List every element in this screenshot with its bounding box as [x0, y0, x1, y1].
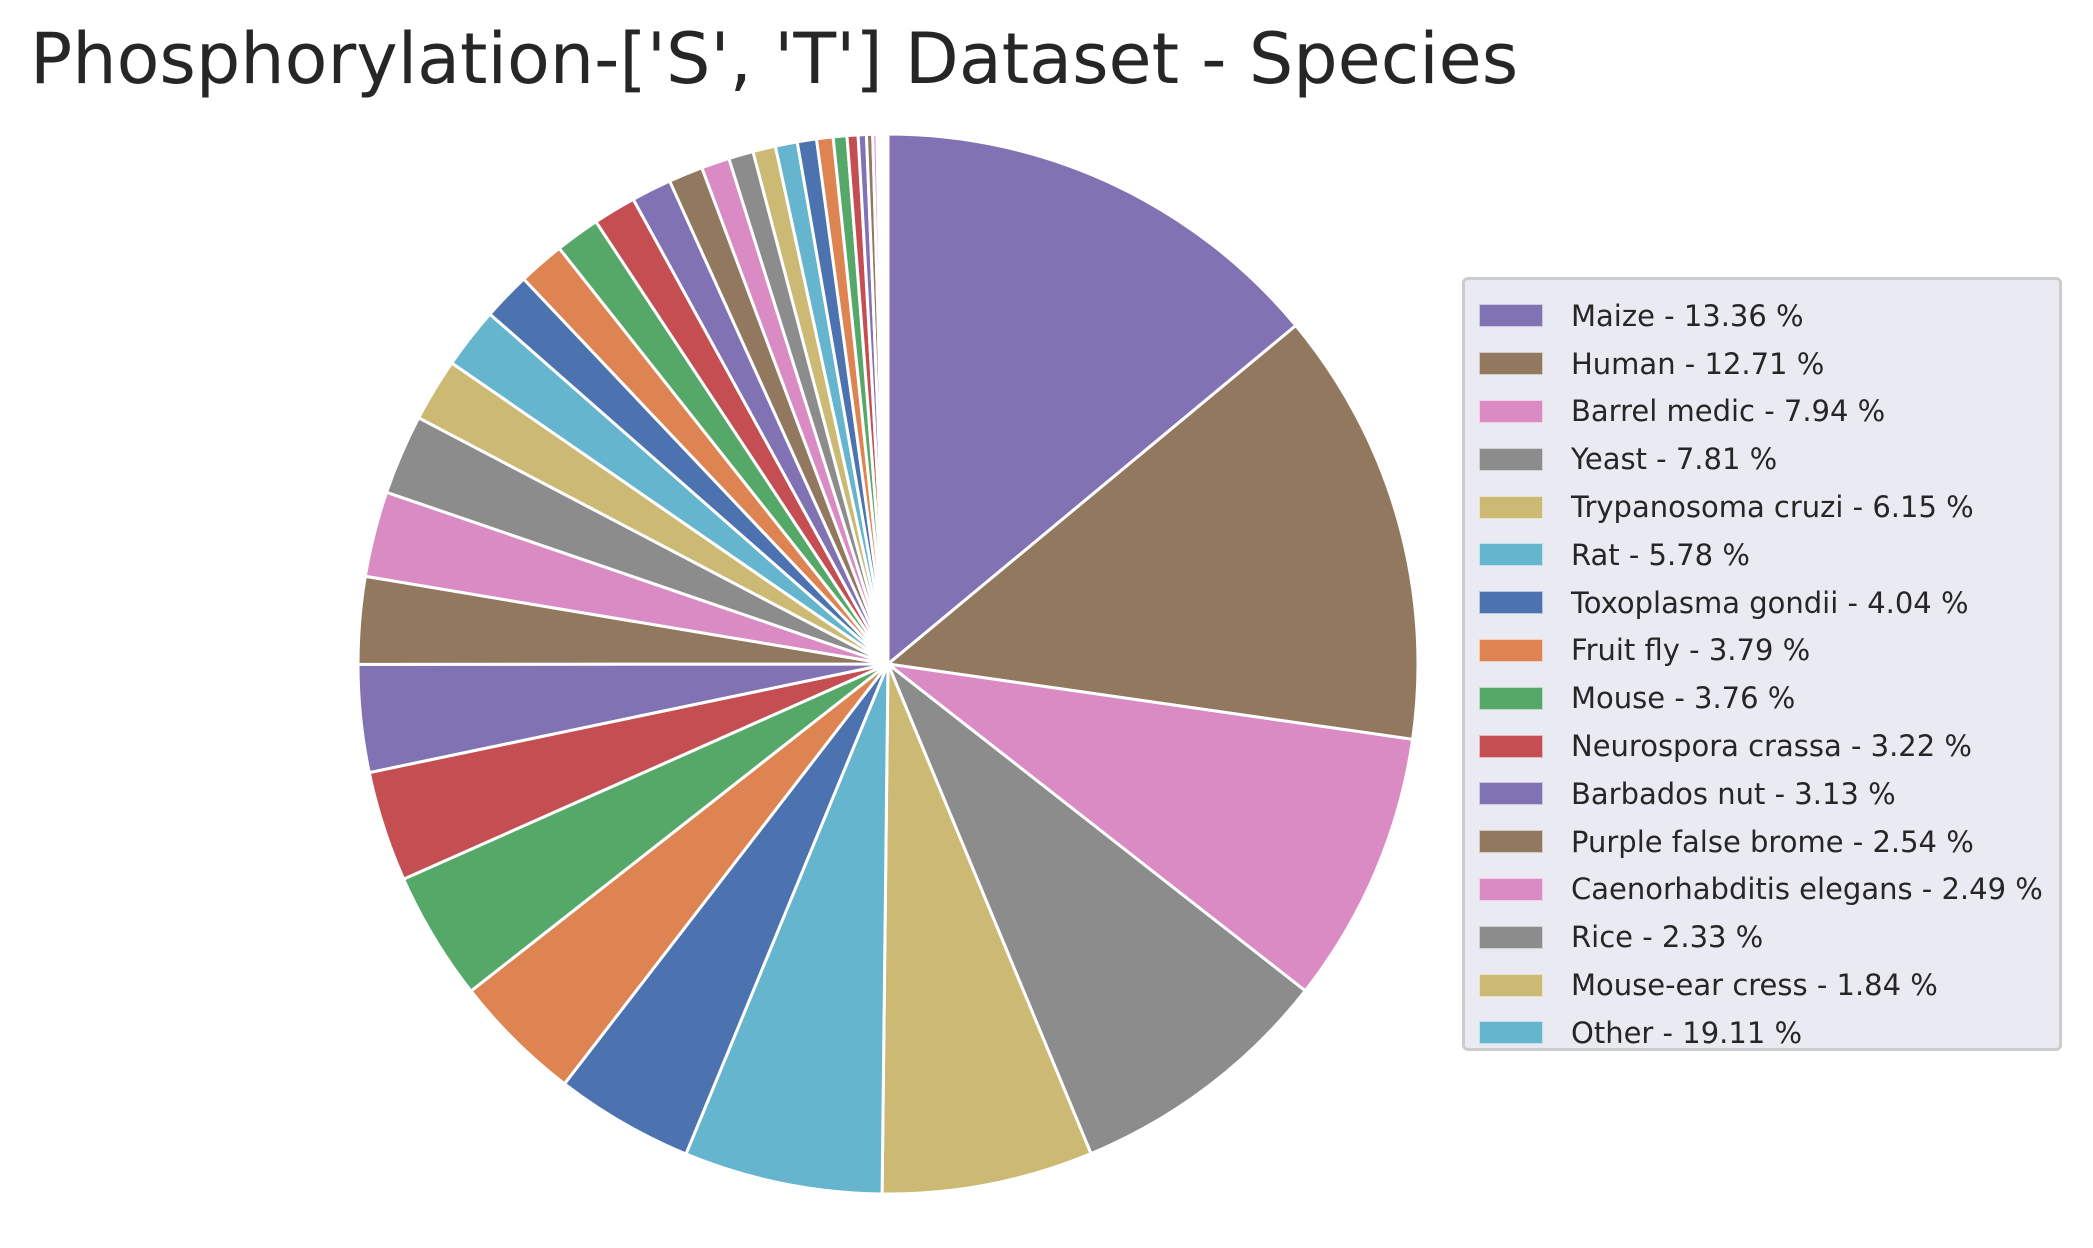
legend-label: Purple false brome - 2.54 % — [1571, 824, 1974, 859]
legend-label: Other - 19.11 % — [1571, 1015, 1803, 1050]
legend-item: Mouse - 3.76 % — [1479, 674, 2059, 722]
legend-label: Maize - 13.36 % — [1571, 298, 1804, 333]
legend-item: Caenorhabditis elegans - 2.49 % — [1479, 866, 2059, 914]
pie-slice-4 — [880, 662, 1093, 1196]
pie-slice-2 — [886, 662, 1415, 993]
legend-label: Barrel medic - 7.94 % — [1571, 394, 1886, 429]
legend-item: Other - 19.11 % — [1479, 1009, 2059, 1057]
legend-item: Purple false brome - 2.54 % — [1479, 818, 2059, 866]
legend-item: Fruit fly - 3.79 % — [1479, 627, 2059, 675]
legend-label: Mouse - 3.76 % — [1571, 681, 1796, 716]
legend-label: Fruit fly - 3.79 % — [1571, 633, 1811, 668]
legend-swatch — [1479, 304, 1543, 328]
legend-item: Maize - 13.36 % — [1479, 292, 2059, 340]
legend: Maize - 13.36 % Human - 12.71 % Barrel med… — [1462, 277, 2062, 1051]
legend-swatch — [1479, 973, 1543, 997]
legend-item: Trypanosoma cruzi - 6.15 % — [1479, 483, 2059, 531]
legend-label: Human - 12.71 % — [1571, 346, 1825, 381]
legend-swatch — [1479, 495, 1543, 519]
legend-swatch — [1479, 543, 1543, 567]
legend-label: Yeast - 7.81 % — [1571, 442, 1778, 477]
legend-item: Barbados nut - 3.13 % — [1479, 770, 2059, 818]
legend-swatch — [1479, 782, 1543, 806]
legend-swatch — [1479, 686, 1543, 710]
legend-label: Mouse-ear cress - 1.84 % — [1571, 968, 1938, 1003]
legend-label: Toxoplasma gondii - 4.04 % — [1571, 585, 1969, 620]
legend-item: Toxoplasma gondii - 4.04 % — [1479, 579, 2059, 627]
legend-item: Rice - 2.33 % — [1479, 913, 2059, 961]
legend-swatch — [1479, 638, 1543, 662]
chart-title: Phosphorylation-['S', 'T'] Dataset - Spe… — [30, 18, 1519, 100]
legend-item: Mouse-ear cress - 1.84 % — [1479, 961, 2059, 1009]
legend-swatch — [1479, 734, 1543, 758]
legend-item: Rat - 5.78 % — [1479, 531, 2059, 579]
pie-slice-1 — [886, 324, 1420, 741]
pie-slices — [356, 132, 1420, 1196]
legend-label: Rice - 2.33 % — [1571, 920, 1764, 955]
legend-label: Caenorhabditis elegans - 2.49 % — [1571, 872, 2043, 907]
legend-swatch — [1479, 830, 1543, 854]
legend-item: Yeast - 7.81 % — [1479, 435, 2059, 483]
legend-swatch — [1479, 447, 1543, 471]
legend-label: Barbados nut - 3.13 % — [1571, 776, 1896, 811]
pie-slice-0 — [886, 132, 1298, 666]
pie-slice-3 — [886, 662, 1307, 1156]
legend-item: Neurospora crassa - 3.22 % — [1479, 722, 2059, 770]
legend-item: Barrel medic - 7.94 % — [1479, 388, 2059, 436]
legend-swatch — [1479, 925, 1543, 949]
legend-item: Human - 12.71 % — [1479, 340, 2059, 388]
pie-slice-5 — [684, 662, 890, 1196]
legend-swatch — [1479, 399, 1543, 423]
legend-swatch — [1479, 1021, 1543, 1045]
legend-swatch — [1479, 591, 1543, 615]
legend-label: Rat - 5.78 % — [1571, 537, 1750, 572]
legend-label: Trypanosoma cruzi - 6.15 % — [1571, 490, 1974, 525]
legend-swatch — [1479, 352, 1543, 376]
legend-label: Neurospora crassa - 3.22 % — [1571, 729, 1972, 764]
legend-swatch — [1479, 877, 1543, 901]
